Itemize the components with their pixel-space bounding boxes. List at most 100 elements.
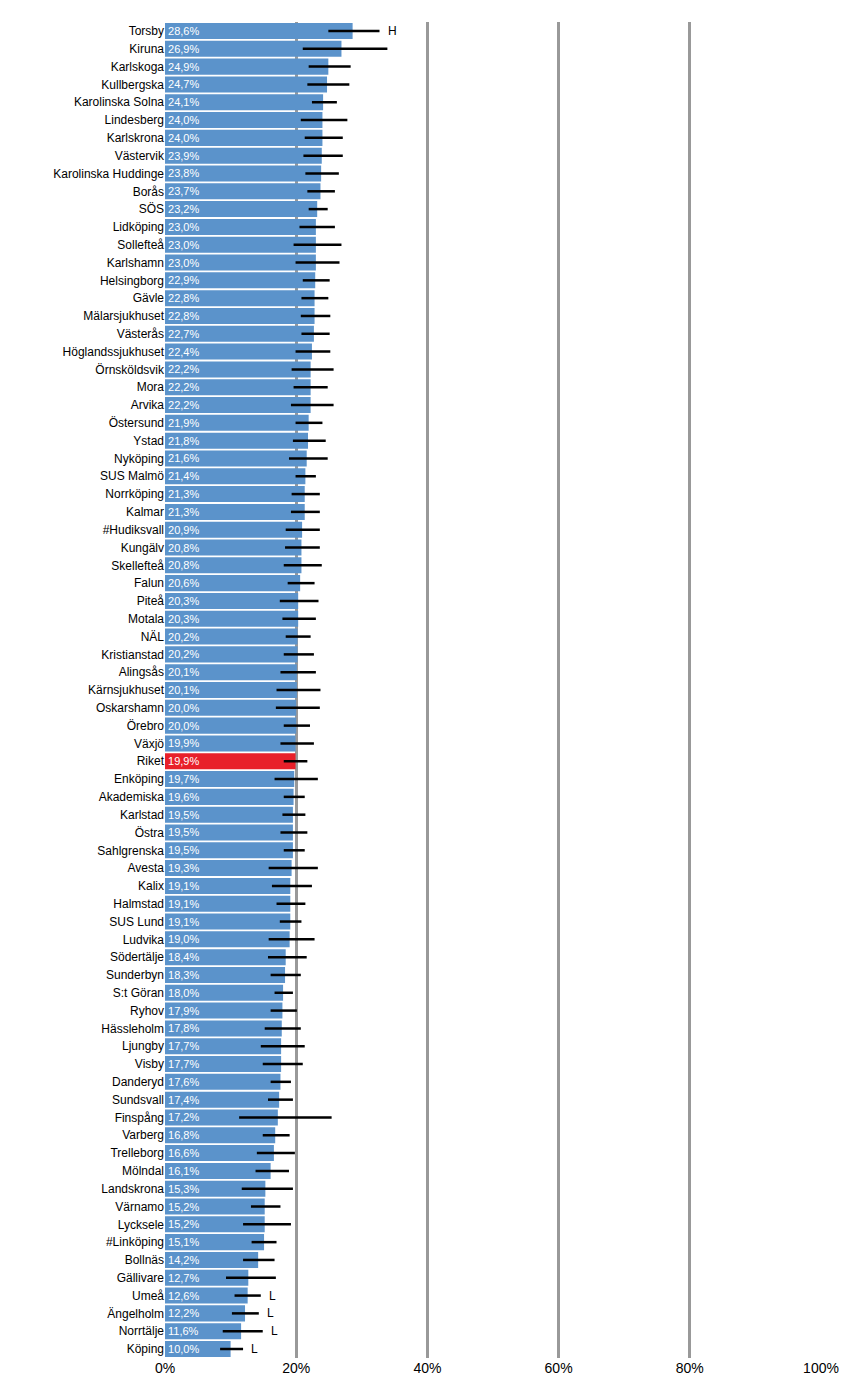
svg-text:80%: 80% — [676, 1360, 704, 1376]
svg-text:18,0%: 18,0% — [168, 987, 199, 999]
svg-text:L: L — [251, 1342, 258, 1356]
svg-text:22,4%: 22,4% — [168, 346, 199, 358]
svg-text:L: L — [269, 1289, 276, 1303]
svg-text:SUS Lund: SUS Lund — [109, 915, 164, 929]
svg-text:Mora: Mora — [137, 380, 165, 394]
svg-text:Östra: Östra — [135, 826, 165, 840]
svg-text:18,4%: 18,4% — [168, 951, 199, 963]
svg-text:NÄL: NÄL — [141, 630, 165, 644]
svg-text:Kalix: Kalix — [138, 879, 164, 893]
svg-text:Avesta: Avesta — [128, 861, 165, 875]
svg-text:Södertälje: Södertälje — [110, 950, 164, 964]
svg-text:20,3%: 20,3% — [168, 613, 199, 625]
svg-text:Ludvika: Ludvika — [123, 933, 165, 947]
svg-text:18,3%: 18,3% — [168, 969, 199, 981]
svg-text:24,9%: 24,9% — [168, 61, 199, 73]
svg-text:Skellefteå: Skellefteå — [111, 559, 164, 573]
svg-text:Enköping: Enköping — [114, 772, 164, 786]
svg-text:23,0%: 23,0% — [168, 239, 199, 251]
svg-text:#Hudiksvall: #Hudiksvall — [103, 523, 164, 537]
svg-text:21,3%: 21,3% — [168, 488, 199, 500]
svg-text:20,8%: 20,8% — [168, 542, 199, 554]
svg-text:24,1%: 24,1% — [168, 96, 199, 108]
svg-text:L: L — [271, 1324, 278, 1338]
svg-text:26,9%: 26,9% — [168, 43, 199, 55]
svg-text:Gällivare: Gällivare — [117, 1271, 165, 1285]
svg-text:Karlshamn: Karlshamn — [107, 256, 164, 270]
svg-text:Västervik: Västervik — [115, 149, 165, 163]
svg-text:Bollnäs: Bollnäs — [125, 1253, 164, 1267]
svg-text:19,0%: 19,0% — [168, 933, 199, 945]
svg-text:10,0%: 10,0% — [168, 1343, 199, 1355]
svg-text:SUS Malmö: SUS Malmö — [100, 469, 164, 483]
svg-text:19,1%: 19,1% — [168, 898, 199, 910]
svg-text:#Linköping: #Linköping — [106, 1235, 164, 1249]
svg-text:16,1%: 16,1% — [168, 1165, 199, 1177]
svg-text:21,8%: 21,8% — [168, 435, 199, 447]
svg-text:22,8%: 22,8% — [168, 310, 199, 322]
svg-text:20,8%: 20,8% — [168, 559, 199, 571]
svg-text:Sunderbyn: Sunderbyn — [106, 968, 164, 982]
svg-text:Borås: Borås — [133, 185, 164, 199]
svg-text:22,8%: 22,8% — [168, 292, 199, 304]
svg-text:Umeå: Umeå — [132, 1289, 164, 1303]
svg-text:Höglandssjukhuset: Höglandssjukhuset — [63, 345, 165, 359]
svg-text:Karlskrona: Karlskrona — [107, 131, 165, 145]
svg-text:20,1%: 20,1% — [168, 666, 199, 678]
svg-text:Gävle: Gävle — [133, 291, 165, 305]
svg-text:20,3%: 20,3% — [168, 595, 199, 607]
svg-text:22,9%: 22,9% — [168, 274, 199, 286]
svg-text:19,1%: 19,1% — [168, 916, 199, 928]
svg-text:Alingsås: Alingsås — [119, 665, 164, 679]
svg-text:17,8%: 17,8% — [168, 1022, 199, 1034]
svg-text:Danderyd: Danderyd — [112, 1075, 164, 1089]
svg-text:Helsingborg: Helsingborg — [100, 274, 164, 288]
svg-text:11,6%: 11,6% — [168, 1325, 199, 1337]
svg-text:20%: 20% — [282, 1360, 310, 1376]
svg-text:Kärnsjukhuset: Kärnsjukhuset — [88, 683, 165, 697]
svg-text:21,9%: 21,9% — [168, 417, 199, 429]
svg-text:22,2%: 22,2% — [168, 381, 199, 393]
svg-text:17,9%: 17,9% — [168, 1005, 199, 1017]
svg-text:Akademiska: Akademiska — [99, 790, 165, 804]
svg-text:20,0%: 20,0% — [168, 720, 199, 732]
svg-text:Karlskoga: Karlskoga — [111, 60, 165, 74]
svg-text:Norrköping: Norrköping — [105, 487, 164, 501]
svg-text:23,9%: 23,9% — [168, 150, 199, 162]
svg-text:Torsby: Torsby — [129, 24, 164, 38]
svg-text:Varberg: Varberg — [122, 1128, 164, 1142]
svg-text:SÖS: SÖS — [139, 202, 164, 216]
svg-text:Lycksele: Lycksele — [118, 1218, 165, 1232]
svg-text:21,3%: 21,3% — [168, 506, 199, 518]
svg-text:Kalmar: Kalmar — [126, 505, 164, 519]
svg-text:Falun: Falun — [134, 576, 164, 590]
svg-text:Kiruna: Kiruna — [129, 42, 164, 56]
svg-text:19,9%: 19,9% — [168, 737, 199, 749]
svg-text:0%: 0% — [155, 1360, 175, 1376]
svg-text:19,5%: 19,5% — [168, 826, 199, 838]
svg-text:Ängelholm: Ängelholm — [107, 1307, 164, 1321]
svg-text:Visby: Visby — [135, 1057, 164, 1071]
svg-text:Hässleholm: Hässleholm — [101, 1022, 164, 1036]
svg-text:Lindesberg: Lindesberg — [105, 113, 164, 127]
svg-text:22,2%: 22,2% — [168, 363, 199, 375]
svg-text:22,7%: 22,7% — [168, 328, 199, 340]
svg-text:Mölndal: Mölndal — [122, 1164, 164, 1178]
svg-text:15,1%: 15,1% — [168, 1236, 199, 1248]
svg-text:Arvika: Arvika — [131, 398, 165, 412]
svg-text:23,8%: 23,8% — [168, 167, 199, 179]
svg-text:Sundsvall: Sundsvall — [112, 1093, 164, 1107]
svg-text:Ljungby: Ljungby — [122, 1039, 164, 1053]
svg-text:17,7%: 17,7% — [168, 1040, 199, 1052]
svg-text:19,7%: 19,7% — [168, 773, 199, 785]
svg-text:28,6%: 28,6% — [168, 25, 199, 37]
svg-text:Finspång: Finspång — [115, 1111, 164, 1125]
svg-text:21,4%: 21,4% — [168, 470, 199, 482]
svg-text:16,6%: 16,6% — [168, 1147, 199, 1159]
svg-text:23,2%: 23,2% — [168, 203, 199, 215]
svg-text:Motala: Motala — [128, 612, 164, 626]
svg-text:16,8%: 16,8% — [168, 1129, 199, 1141]
svg-text:19,1%: 19,1% — [168, 880, 199, 892]
svg-text:20,9%: 20,9% — [168, 524, 199, 536]
svg-text:Östersund: Östersund — [109, 416, 164, 430]
